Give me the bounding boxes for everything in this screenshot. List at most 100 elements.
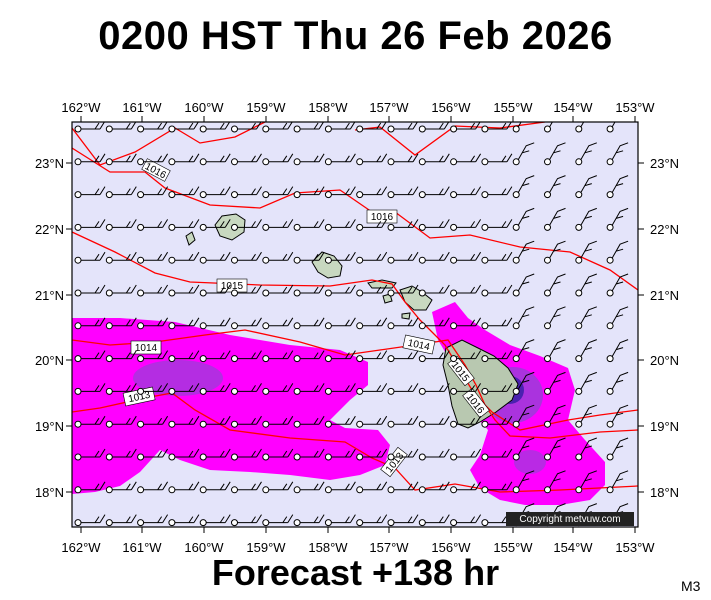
model-tag: M3 (681, 578, 701, 594)
wind-barb (199, 350, 231, 363)
wind-barb (168, 251, 200, 264)
wind-barb (137, 383, 169, 395)
wind-barb (168, 448, 200, 461)
map-frame (71, 121, 639, 528)
wind-barb (387, 122, 418, 133)
lon-label: 157°W (369, 540, 409, 555)
wind-barb (512, 437, 535, 461)
wind-barb (105, 415, 137, 428)
wind-barb (293, 219, 325, 231)
lon-label: 161°W (122, 540, 162, 555)
lon-label: 162°W (61, 540, 101, 555)
wind-barb (450, 186, 482, 199)
wind-barb (512, 470, 535, 494)
wind-barb (74, 383, 106, 395)
lon-label: 162°W (61, 100, 101, 115)
wind-barb (137, 415, 169, 428)
svg-text:1013: 1013 (127, 390, 151, 405)
wind-barb (481, 383, 513, 395)
wind-barb (324, 219, 356, 231)
wind-barb (137, 153, 169, 166)
wind-barb (137, 448, 169, 461)
lat-labels-right: 23°N 22°N 21°N 20°N 19°N 18°N (650, 156, 679, 500)
wind-barb (293, 514, 325, 527)
wind-barb (418, 350, 450, 363)
wind-barb (512, 240, 535, 264)
wind-barb (199, 448, 231, 461)
wind-barb (481, 317, 513, 330)
wind-barb (387, 186, 419, 199)
wind-barb (262, 415, 294, 428)
wind-barb (544, 306, 566, 330)
isobar-label: 1014 (130, 340, 162, 355)
lat-label: 23°N (650, 156, 679, 171)
wind-barb (74, 122, 105, 133)
isobar-label: 1015 (216, 278, 248, 293)
wind-barb (418, 251, 450, 264)
lat-label: 22°N (35, 222, 64, 237)
wind-barb (356, 251, 388, 264)
wind-barb (418, 383, 450, 395)
wind-barb (544, 240, 566, 264)
wind-barb (74, 514, 106, 527)
wind-barb (324, 415, 356, 428)
map-title: 0200 HST Thu 26 Feb 2026 (98, 14, 613, 58)
copyright-text: Copyright metvuw.com (519, 514, 620, 525)
wind-barb (137, 514, 169, 527)
wind-barb (293, 481, 325, 494)
wind-barb (293, 153, 325, 166)
wind-barb (137, 481, 169, 494)
wind-barb (199, 219, 231, 231)
wind-barb (450, 219, 482, 231)
wind-barb (418, 317, 450, 330)
wind-barb (324, 317, 356, 330)
wind-barb (199, 153, 231, 166)
wind-barb (481, 448, 513, 461)
lon-label: 158°W (308, 540, 348, 555)
wind-barb (74, 481, 106, 494)
svg-text:1014: 1014 (135, 343, 158, 354)
wind-barb (324, 448, 356, 461)
wind-barb (293, 284, 325, 297)
wind-barb (356, 383, 388, 395)
wind-barb (105, 153, 137, 166)
wind-barb (575, 404, 597, 428)
wind-barb (356, 514, 388, 527)
wind-barb (74, 448, 106, 461)
wind-barb (575, 339, 597, 363)
wind-barb (418, 153, 450, 166)
wind-barb (606, 437, 629, 461)
wind-barb (231, 514, 262, 527)
wind-barb (544, 371, 566, 395)
lon-label: 161°W (122, 100, 162, 115)
wind-barb (512, 404, 535, 428)
wind-barb (512, 371, 535, 395)
wind-barb (544, 207, 566, 231)
wind-barb (324, 481, 356, 494)
wind-barb (168, 317, 200, 330)
wind-barb (544, 470, 566, 494)
wind-barb (105, 284, 137, 297)
wind-barb (481, 219, 513, 231)
wind-barb (324, 284, 356, 297)
wind-barb (387, 251, 419, 264)
wind-barb (262, 317, 294, 330)
wind-barb (450, 251, 482, 264)
wind-barb (575, 142, 597, 166)
lat-label: 21°N (35, 288, 64, 303)
wind-barb (105, 251, 137, 264)
wind-barb (606, 470, 629, 494)
lon-label: 157°W (369, 100, 409, 115)
wind-barb (387, 284, 419, 297)
wind-barb (418, 219, 450, 231)
wind-barb (481, 251, 513, 264)
wind-barb (450, 415, 482, 428)
wind-barb (387, 153, 419, 166)
lon-label: 158°W (308, 100, 348, 115)
wind-barb (199, 415, 231, 428)
wind-barb (387, 514, 419, 527)
wind-barb (575, 240, 597, 264)
wind-barb (387, 317, 419, 330)
lat-label: 19°N (35, 419, 64, 434)
island-niihau (185, 231, 196, 246)
